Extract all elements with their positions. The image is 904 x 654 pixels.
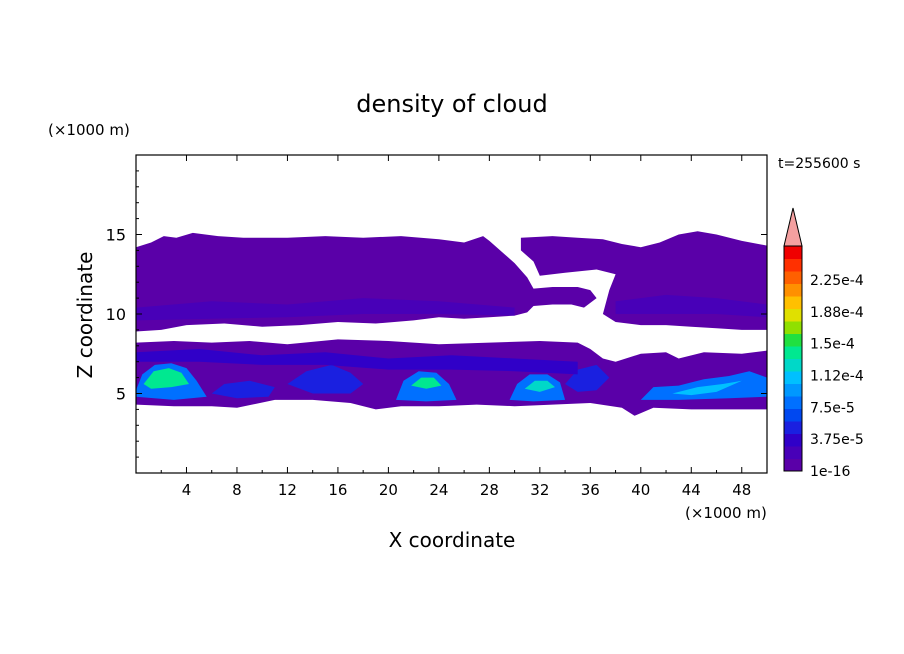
- colorbar-swatch: [784, 346, 802, 359]
- y-tick-label: 10: [106, 305, 126, 324]
- x-tick-label: 8: [232, 481, 242, 499]
- colorbar-swatch: [784, 446, 802, 459]
- colorbar-swatch: [784, 408, 802, 422]
- cloud-region-core-4: [640, 371, 767, 400]
- time-label: t=255600 s: [778, 156, 860, 172]
- cloud-region-core-3-inner: [524, 380, 555, 392]
- colorbar-label: 1e-16: [810, 464, 850, 480]
- colorbar-label: 1.5e-4: [810, 337, 855, 353]
- chart-title: density of cloud: [356, 90, 547, 118]
- colorbar-swatch: [784, 296, 802, 309]
- colorbar-swatch: [784, 283, 802, 297]
- colorbar-label: 1.88e-4: [810, 305, 864, 321]
- colorbar-swatch: [784, 333, 802, 347]
- cloud-region-core-2-inner: [411, 377, 442, 389]
- x-tick-label: 36: [581, 481, 600, 499]
- y-tick-label: 15: [106, 226, 126, 245]
- y-axis: 5 10 15: [106, 170, 767, 458]
- cloud-region-mid-blob-b: [287, 364, 364, 394]
- colorbar-swatch: [784, 308, 802, 322]
- x-tick-label: 44: [682, 481, 701, 499]
- colorbar: 1e-16 3.75e-5 7.5e-5 1.12e-4 1.5e-4 1.88e-4 2.…: [783, 207, 864, 480]
- cloud-field: [136, 231, 767, 416]
- colorbar-swatch: [784, 383, 802, 397]
- colorbar-label: 2.25e-4: [810, 273, 864, 289]
- x-tick-label: 16: [328, 481, 347, 499]
- x-axis: 4 8 12 16 20 24 28 32 36 40 44 48: [160, 155, 751, 499]
- colorbar-swatch: [784, 421, 802, 434]
- colorbar-swatch: [784, 371, 802, 384]
- cloud-region-upper-layer-right: [615, 294, 767, 318]
- colorbar-label: 1.12e-4: [810, 369, 864, 385]
- cloud-region-upper-anvil-right: [520, 231, 767, 330]
- x-tick-label: 48: [732, 481, 751, 499]
- x-tick-label: 24: [429, 481, 448, 499]
- y-tick-label: 5: [116, 385, 126, 404]
- colorbar-swatch: [784, 246, 802, 259]
- y-axis-label: Z coordinate: [73, 252, 97, 379]
- colorbar-over-triangle: [783, 207, 803, 247]
- y-unit-label: (×1000 m): [48, 121, 130, 139]
- colorbar-swatch: [784, 258, 802, 272]
- colorbar-swatch: [784, 396, 802, 409]
- cloud-region-core-1-inner: [143, 368, 189, 389]
- cloud-region-core-4-inner: [672, 380, 742, 396]
- x-tick-label: 12: [278, 481, 297, 499]
- cloud-region-mid-band-upper: [136, 349, 578, 375]
- x-unit-label: (×1000 m): [685, 504, 767, 522]
- cloud-region-lower-band: [136, 339, 767, 416]
- x-tick-label: 32: [530, 481, 549, 499]
- x-tick-label: 20: [379, 481, 398, 499]
- x-tick-label: 40: [631, 481, 650, 499]
- colorbar-frame: [783, 245, 803, 472]
- x-tick-label: 28: [480, 481, 499, 499]
- colorbar-label: 3.75e-5: [810, 432, 864, 448]
- x-axis-label: X coordinate: [389, 528, 516, 552]
- colorbar-swatch: [784, 358, 802, 372]
- cloud-region-mid-blob-a: [211, 380, 275, 399]
- colorbar-swatch: [784, 321, 802, 334]
- colorbar-swatch: [784, 458, 802, 472]
- x-tick-label: 4: [182, 481, 192, 499]
- colorbar-label: 7.5e-5: [810, 400, 855, 416]
- colorbar-swatch: [784, 433, 802, 447]
- colorbar-swatch: [784, 271, 802, 284]
- cloud-region-upper-layer-mid: [136, 298, 515, 321]
